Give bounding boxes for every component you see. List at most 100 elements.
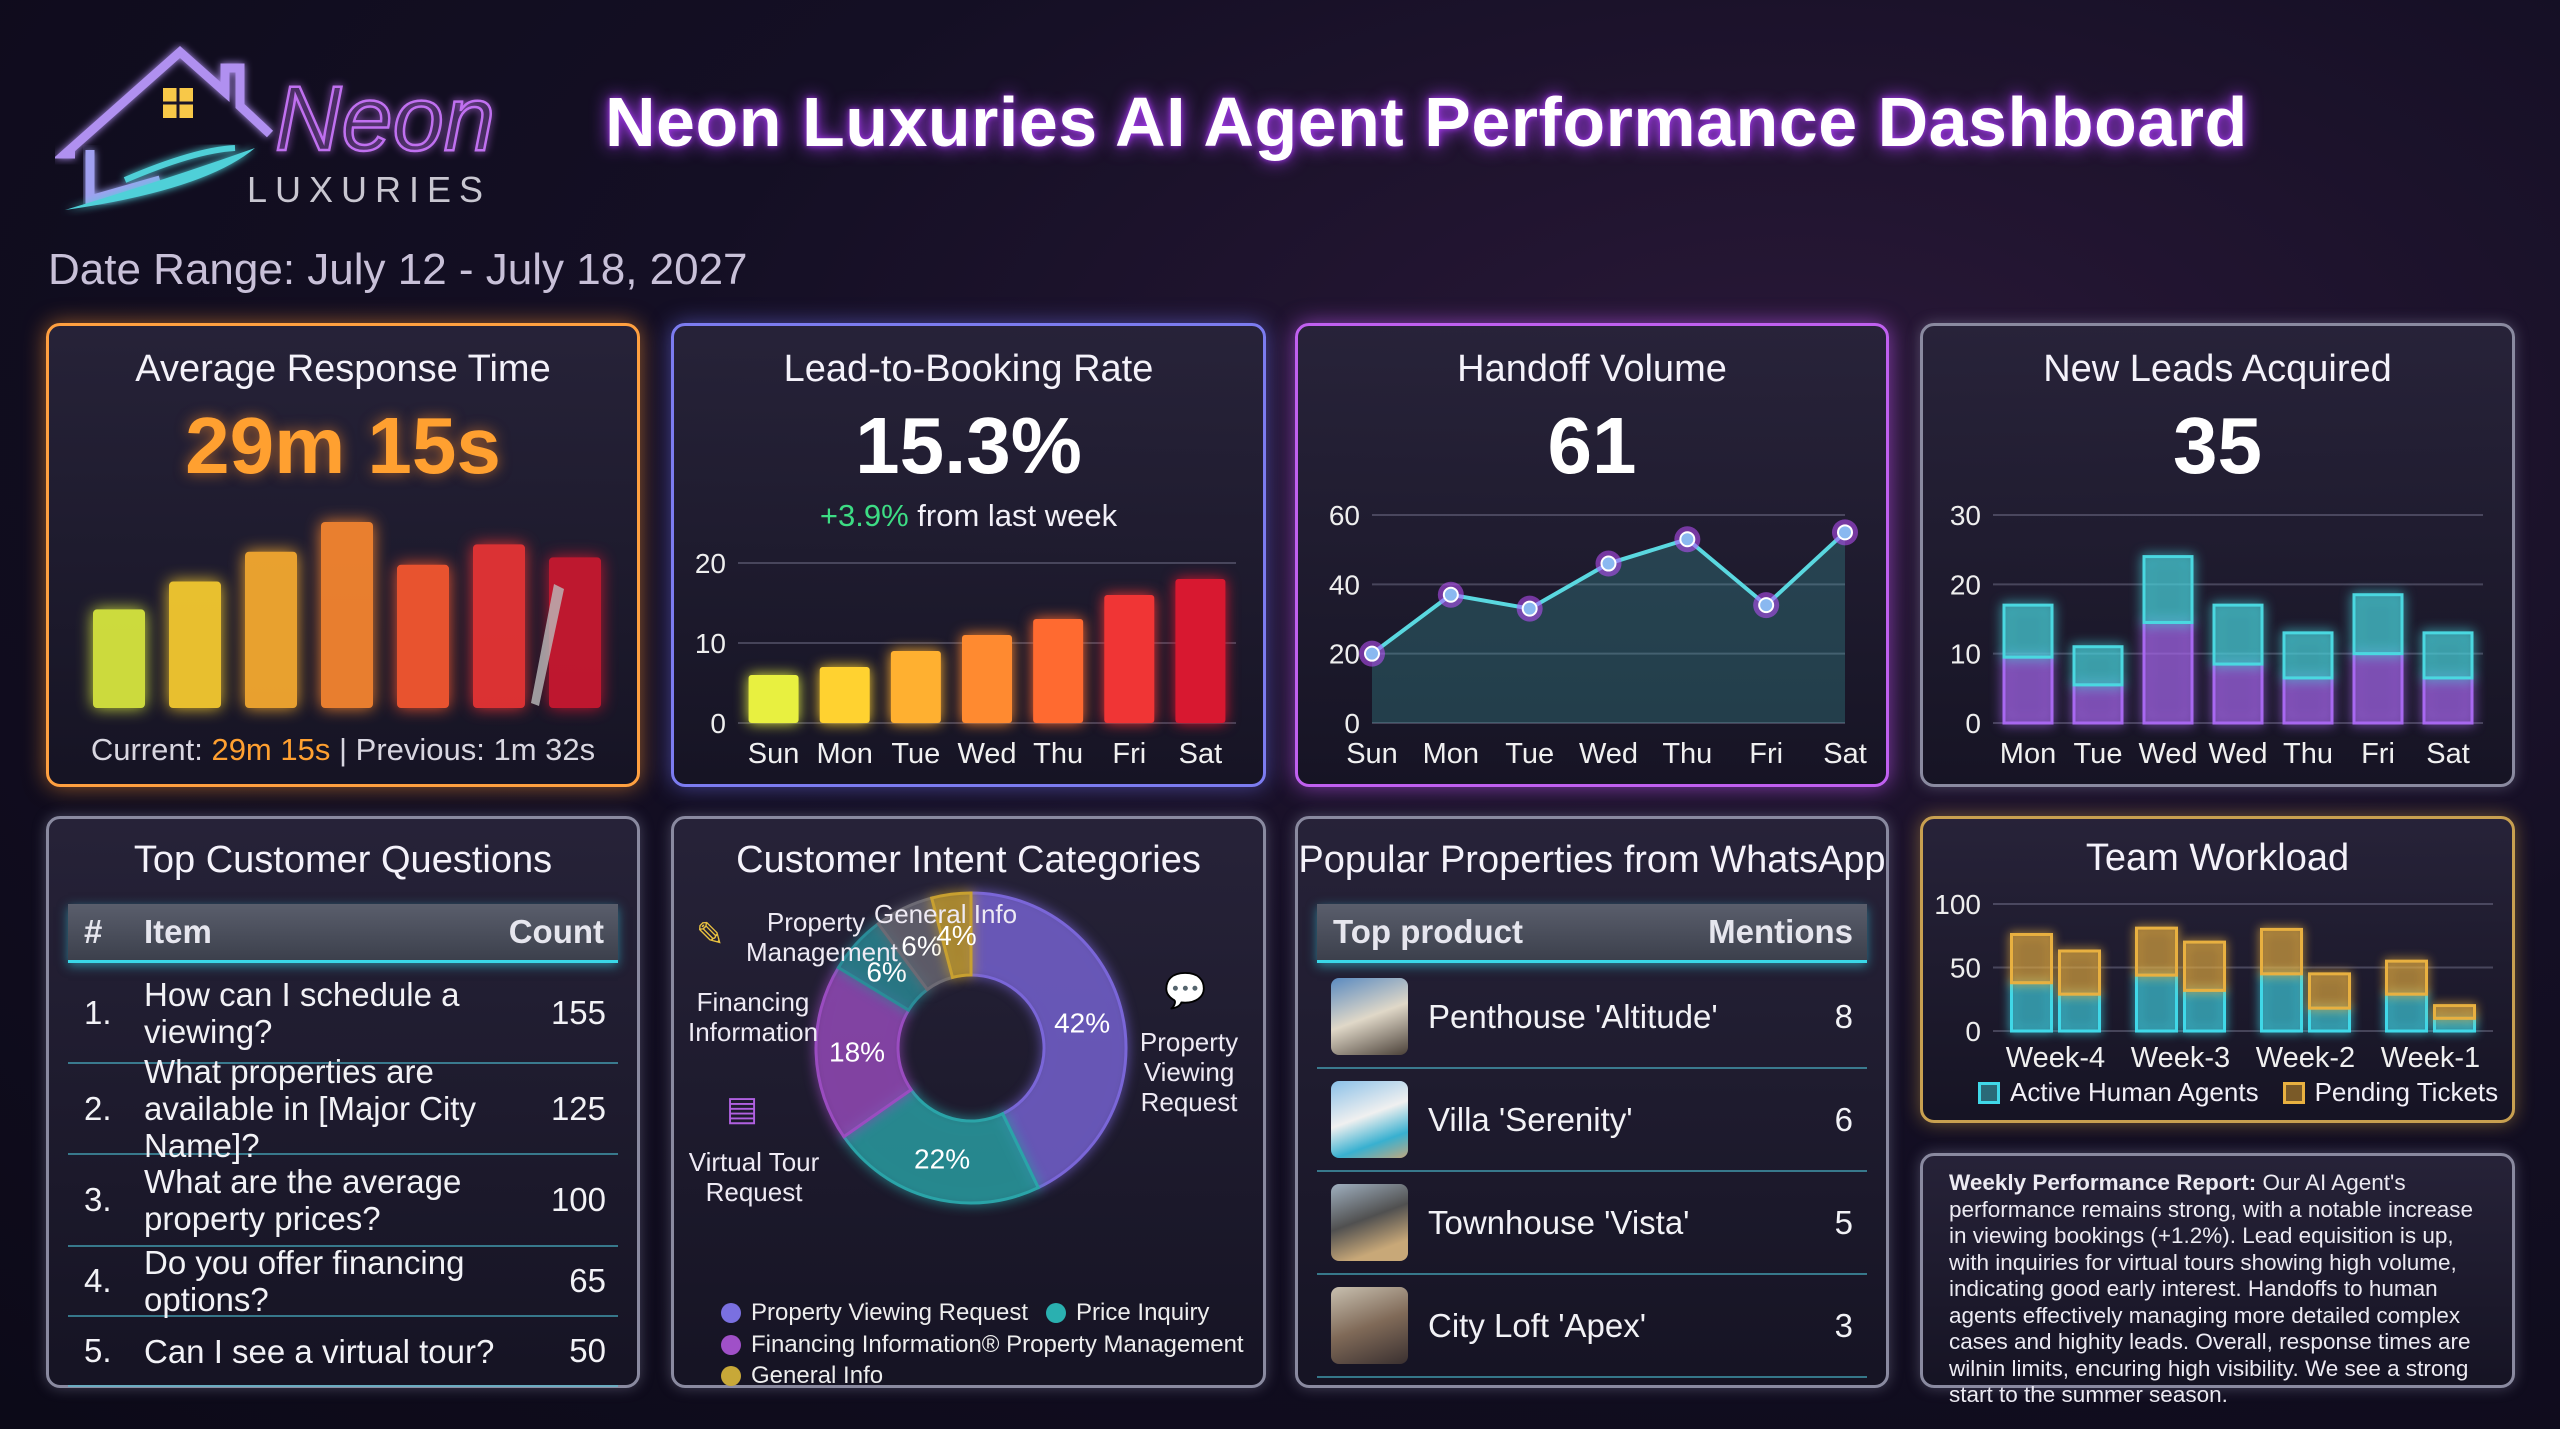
row-count: 65 xyxy=(569,1262,606,1299)
property-name: Villa 'Serenity' xyxy=(1428,1100,1633,1138)
row-num: 5. xyxy=(84,1332,112,1369)
col-product: Top product xyxy=(1333,913,1524,950)
leads-bar-segment xyxy=(2002,603,2054,659)
legend-label: Pending Tickets xyxy=(2314,1077,2499,1107)
y-tick-label: 0 xyxy=(1344,708,1360,739)
row-item: How can I schedule a viewing? xyxy=(144,975,460,1050)
handoff-value: 61 xyxy=(1547,401,1637,490)
handoff-point xyxy=(1679,531,1696,548)
legend-swatch xyxy=(1046,1303,1067,1323)
x-tick-label: Tue xyxy=(2074,738,2123,770)
x-tick-label: Thu xyxy=(1033,738,1083,770)
handoff-point xyxy=(1837,524,1853,541)
slice-value-label: 18% xyxy=(829,1037,885,1068)
x-tick-label: Wed xyxy=(2138,738,2197,770)
card-title: Team Workload xyxy=(2085,837,2350,879)
row-item: What properties are available in [Major … xyxy=(144,1053,476,1164)
x-tick-label: Week-3 xyxy=(2131,1042,2230,1074)
current-label: Current: xyxy=(90,732,212,767)
avg-response-footer: Current: 29m 15s | Previous: 1m 32s xyxy=(49,732,637,768)
y-tick-label: 20 xyxy=(1329,639,1360,670)
x-tick-label: Mon xyxy=(1423,738,1479,770)
property-thumbnail xyxy=(1331,1081,1408,1158)
card-title: New Leads Acquired xyxy=(2043,348,2392,390)
table-row[interactable]: City Loft 'Apex' 3 xyxy=(1317,1275,1867,1378)
x-tick-label: Tue xyxy=(891,738,940,770)
x-tick-label: Mon xyxy=(817,738,873,770)
previous-value: Previous: 1m 32s xyxy=(355,732,596,767)
table-row[interactable]: Townhouse 'Vista' 5 xyxy=(1317,1172,1867,1275)
workload-bar-segment xyxy=(2260,927,2303,976)
handoff-area xyxy=(1372,532,1845,723)
workload-bar-segment xyxy=(2385,992,2428,1033)
callout-property-viewing: Property Viewing Request xyxy=(1139,1027,1239,1117)
leads-bar-segment xyxy=(2212,662,2264,725)
col-num: # xyxy=(84,913,103,950)
property-mentions: 3 xyxy=(1834,1306,1853,1344)
workload-bar-segment xyxy=(2308,972,2351,1010)
row-num: 3. xyxy=(84,1181,112,1218)
row-num: 1. xyxy=(84,993,112,1031)
property-mentions: 8 xyxy=(1834,997,1853,1035)
workload-bar-segment xyxy=(2058,992,2101,1033)
table-row[interactable]: Penthouse 'Altitude' 8 xyxy=(1317,966,1867,1069)
row-count: 100 xyxy=(550,1181,606,1218)
col-item: Item xyxy=(144,913,212,950)
x-tick-label: Week-1 xyxy=(2381,1042,2480,1074)
table-header: Top product Mentions xyxy=(1317,904,1867,963)
workload-bar-segment xyxy=(2260,972,2303,1033)
legend-label: Property Viewing Request xyxy=(751,1299,1029,1326)
row-count: 155 xyxy=(550,993,606,1031)
x-tick-label: Sun xyxy=(748,738,800,770)
callout-financing: Financing Information xyxy=(688,987,819,1047)
y-tick-label: 10 xyxy=(1950,639,1981,670)
logo-subtext: LUXURIES xyxy=(247,169,491,210)
x-tick-label: Sat xyxy=(2426,738,2470,770)
response-bar xyxy=(321,522,373,708)
table-row[interactable]: 3. What are the average property prices?… xyxy=(68,1155,618,1247)
table-row[interactable]: 2. What properties are available in [Maj… xyxy=(68,1053,618,1164)
legend-label: General Info xyxy=(751,1362,884,1389)
table-row[interactable]: 1. How can I schedule a viewing? 155 xyxy=(68,963,618,1064)
y-tick-label: 10 xyxy=(695,628,726,659)
booking-bar xyxy=(819,667,870,723)
leads-bar-segment xyxy=(2282,676,2334,725)
property-mentions: 6 xyxy=(1834,1100,1853,1138)
callout-general-info: General Info xyxy=(874,899,1018,929)
leads-bar-segment xyxy=(2352,652,2404,725)
row-count: 50 xyxy=(569,1332,606,1369)
donut-slice xyxy=(841,1087,1041,1205)
workload-card: Team Workload 0 50 100 Week-4 Week-3 Week-2 We… xyxy=(1920,816,2515,1123)
report-body: Our AI Agent's performance remains stron… xyxy=(1949,1170,2474,1407)
response-bar xyxy=(93,609,145,708)
x-tick-label: Sat xyxy=(1823,738,1867,770)
weekly-report-card: Weekly Performance Report: Our AI Agent'… xyxy=(1920,1153,2515,1407)
y-tick-label: 20 xyxy=(1950,569,1981,600)
x-tick-label: Sun xyxy=(1346,738,1398,770)
card-title: Lead-to-Booking Rate xyxy=(783,348,1154,390)
booking-bar xyxy=(962,635,1012,723)
x-tick-label: Thu xyxy=(1662,738,1712,770)
leads-bar-segment xyxy=(2422,631,2474,680)
x-tick-label: Week-4 xyxy=(2006,1042,2105,1074)
slice-value-label: 4% xyxy=(936,920,976,951)
new-leads-chart: 0 10 20 30 Mon Tue Wed Wed Thu Fri Sat xyxy=(1950,500,2483,770)
table-row[interactable]: 4. Do you offer financing options? 65 xyxy=(68,1244,618,1318)
workload-bar-segment xyxy=(2135,926,2178,977)
handoff-point xyxy=(1758,597,1775,614)
virtual-tour-icon: ▤ xyxy=(726,1090,759,1128)
x-tick-label: Thu xyxy=(2283,738,2333,770)
callout-property-management: Property Management xyxy=(746,907,898,967)
donut-slice xyxy=(929,891,973,980)
y-tick-label: 20 xyxy=(695,548,726,579)
workload-legend: Active Human Agents Pending Tickets xyxy=(1978,1077,2498,1108)
response-bar xyxy=(473,544,525,708)
legend-swatch xyxy=(1978,1081,2000,1104)
table-row[interactable]: 5. Can I see a virtual tour? 50 xyxy=(68,1317,618,1387)
gauge-needle-icon xyxy=(531,584,564,706)
new-leads-card: New Leads Acquired 35 0 10 20 30 Mon Tue Wed We… xyxy=(1920,323,2515,787)
avg-response-card: Average Response Time 29m 15s Current: 2… xyxy=(46,323,640,787)
x-tick-label: Wed xyxy=(2208,738,2267,770)
top-questions-card: Top Customer Questions # Item Count 1. H… xyxy=(46,816,640,1388)
table-row[interactable]: Villa 'Serenity' 6 xyxy=(1317,1069,1867,1172)
